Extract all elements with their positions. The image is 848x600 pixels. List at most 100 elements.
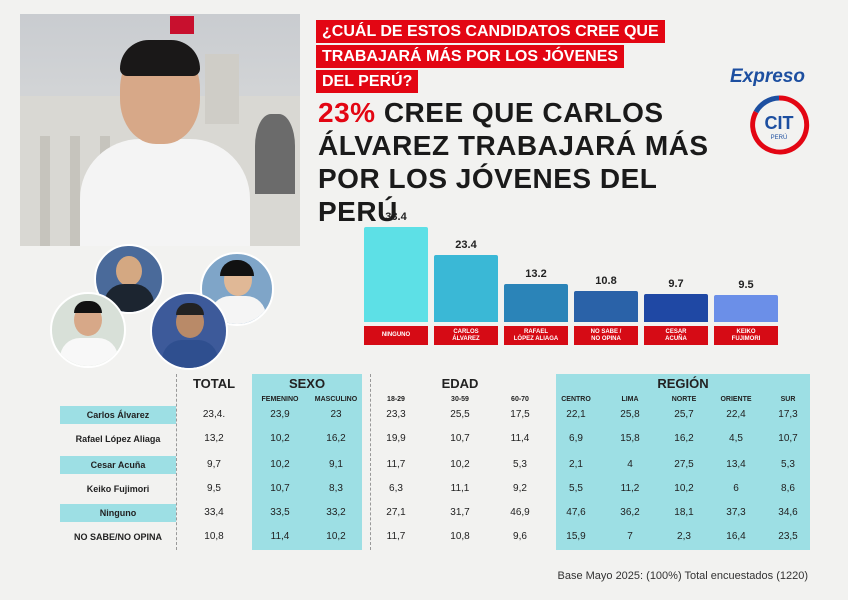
table-cell: 6,3 (389, 483, 403, 494)
bar (504, 284, 568, 322)
table-cell: 22,1 (566, 409, 586, 420)
sub-header: ORIENTE (720, 396, 752, 403)
question-line-1: ¿CUÁL DE ESTOS CANDIDATOS CREE QUE (316, 20, 665, 43)
table-cell: 33,4 (204, 507, 224, 518)
table-cell: 6 (733, 483, 739, 494)
category-label: NO SABE / NO OPINA (574, 326, 638, 345)
table-cell: 2,1 (569, 459, 583, 470)
table-cell: 9,1 (329, 459, 343, 470)
table-cell: 25,8 (620, 409, 640, 420)
table-cell: 11,4 (510, 433, 530, 444)
table-cell: 16,2 (326, 433, 346, 444)
header-region: REGIÓN (657, 376, 709, 391)
category-label: CARLOS ÁLVAREZ (434, 326, 498, 345)
region-column-bg (556, 374, 810, 550)
table-cell: 25,7 (674, 409, 694, 420)
category-label-line: RAFAEL (523, 328, 548, 335)
statue (255, 114, 295, 194)
sub-header: NORTE (671, 396, 697, 403)
table-cell: 25,5 (450, 409, 470, 420)
cit-logo-text: CIT (765, 113, 794, 133)
category-label-line: NO OPINA (591, 335, 621, 342)
table-cell: 11,7 (386, 459, 406, 470)
table-cell: 4,5 (729, 433, 743, 444)
table-cell: 6,9 (569, 433, 583, 444)
table-row-label: Rafael López Aliaga (75, 434, 161, 444)
category-label-line: ACUÑA (665, 335, 687, 342)
table-cell: 23,5 (778, 531, 798, 542)
table-row-label: Carlos Álvarez (60, 406, 176, 424)
category-label: NINGUNO (364, 326, 428, 345)
category-label-line: NO SABE / (590, 328, 622, 335)
table-row-label: NO SABE/NO OPINA (73, 532, 162, 542)
sub-header: CENTRO (561, 396, 591, 403)
table-cell: 8,3 (329, 483, 343, 494)
headline-line-3: POR LOS JÓVENES DEL PERÚ (318, 163, 657, 227)
table-cell: 9,6 (513, 531, 527, 542)
table-cell: 23,3 (386, 409, 406, 420)
table-cell: 10,7 (778, 433, 798, 444)
cit-logo: CIT PERÚ (750, 95, 810, 155)
table-cell: 5,5 (569, 483, 583, 494)
table-cell: 18,1 (674, 507, 694, 518)
table-row-label: Cesar Acuña (60, 456, 176, 474)
table-cell: 22,4 (726, 409, 746, 420)
table-cell: 11,4 (270, 531, 290, 542)
headline: 23% CREE QUE CARLOS ÁLVAREZ TRABAJARÁ MÁ… (318, 96, 738, 228)
table-cell: 7 (627, 531, 633, 542)
table-cell: 11,2 (620, 483, 640, 494)
footnote: Base Mayo 2025: (100%) Total encuestados… (557, 570, 808, 582)
photo-cesar-acuna (150, 292, 228, 370)
header-total: TOTAL (192, 376, 236, 391)
table-row-label: Ninguno (60, 504, 176, 522)
table-cell: 10,2 (674, 483, 694, 494)
table-cell: 5,3 (513, 459, 527, 470)
bar-value-label: 23.4 (455, 239, 477, 252)
table-cell: 9,7 (207, 459, 221, 470)
bar-value-label: 9.5 (738, 278, 754, 291)
sexo-column-bg (252, 374, 362, 550)
table-cell: 33,2 (326, 507, 346, 518)
table-cell: 10,8 (204, 531, 224, 542)
flag (170, 16, 194, 34)
table-cell: 31,7 (450, 507, 470, 518)
header-edad: EDAD (441, 376, 479, 391)
table-cell: 10,7 (450, 433, 470, 444)
table-cell: 15,8 (620, 433, 640, 444)
table-cell: 47,6 (566, 507, 586, 518)
table-cell: 8,6 (781, 483, 795, 494)
header-sexo: SEXO (288, 376, 326, 391)
category-label: CESAR ACUÑA (644, 326, 708, 345)
table-cell: 11,1 (450, 483, 470, 494)
table-cell: 17,3 (778, 409, 798, 420)
table-cell: 5,3 (781, 459, 795, 470)
table-cell: 10,2 (270, 459, 290, 470)
category-label-line: KEIKO (736, 328, 756, 335)
sub-header: SUR (780, 396, 796, 403)
category-label-line: LÓPEZ ALIAGA (513, 335, 559, 342)
table-cell: 9,2 (513, 483, 527, 494)
table-cell: 11,7 (386, 531, 406, 542)
category-label-line: NINGUNO (381, 332, 411, 338)
table-cell: 10,2 (450, 459, 470, 470)
table-cell: 13,4 (726, 459, 746, 470)
category-label: KEIKO FUJIMORI (714, 326, 778, 345)
sub-header: 60-70 (511, 396, 529, 403)
table-cell: 16,2 (674, 433, 694, 444)
table-cell: 16,4 (726, 531, 746, 542)
table-cell: 27,1 (386, 507, 406, 518)
table-cell: 9,5 (207, 483, 221, 494)
headline-line-2: ÁLVAREZ TRABAJARÁ MÁS (318, 130, 709, 161)
photo-carlos-alvarez (50, 292, 126, 368)
table-cell: 23,4. (202, 409, 226, 420)
table-cell: 33,5 (270, 507, 290, 518)
table-cell: 10,7 (270, 483, 290, 494)
bar (644, 294, 708, 322)
sub-header: FEMENINO (261, 396, 299, 403)
bar-chart: 33.4 NINGUNO 23.4 CARLOS ÁLVAREZ 13.2 RAFAEL LÓ… (360, 200, 790, 350)
expreso-logo: Expreso (730, 66, 805, 87)
bar-value-label: 33.4 (385, 210, 407, 223)
category-label-line: FUJIMORI (731, 335, 761, 342)
bar-value-label: 13.2 (525, 268, 547, 281)
table-cell: 27,5 (674, 459, 694, 470)
